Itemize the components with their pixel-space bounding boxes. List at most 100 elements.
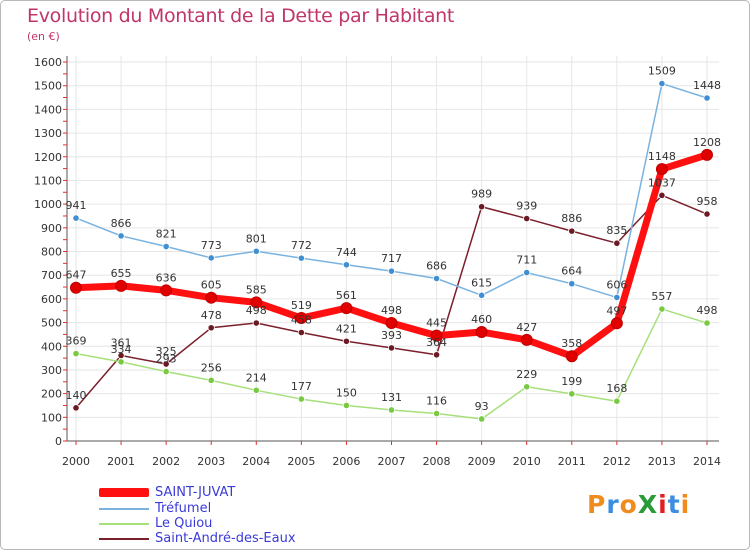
data-label: 214 [246,371,267,384]
data-point [523,383,531,391]
legend-item-saint-andre-des-eaux[interactable]: Saint-André-des-Eaux [99,531,359,549]
data-label: 497 [606,304,627,317]
y-tick-label: 200 [41,388,62,401]
data-point [610,317,623,330]
data-point [430,329,443,342]
x-tick-label: 2013 [648,455,676,468]
data-point [703,319,711,327]
data-label: 835 [606,224,627,237]
data-label: 557 [651,290,672,303]
data-label: 605 [201,279,222,292]
data-point [658,305,666,313]
y-tick-label: 0 [55,435,62,448]
data-label: 647 [66,269,87,282]
x-tick-label: 2009 [468,455,496,468]
data-label: 140 [66,389,87,402]
data-label: 636 [156,271,177,284]
y-tick-label: 400 [41,340,62,353]
x-tick-label: 2000 [62,455,90,468]
y-tick-label: 800 [41,246,62,259]
data-label: 941 [66,199,87,212]
data-label: 772 [291,239,312,252]
logo-letter: i [680,490,691,519]
data-label: 116 [426,395,447,408]
data-point [297,254,305,262]
data-label: 256 [201,361,222,374]
legend-item-saint-juvat[interactable]: SAINT-JUVAT [99,485,359,503]
data-label: 989 [471,188,492,201]
data-point [72,349,80,358]
data-label: 773 [201,239,222,252]
data-label: 606 [606,278,627,291]
y-tick-label: 300 [41,364,62,377]
data-point [478,415,486,423]
logo-letter: t [667,490,681,519]
data-label: 150 [336,386,357,399]
data-label: 478 [201,309,222,322]
legend-item-le-quiou[interactable]: Le Quiou [99,516,359,534]
data-point [478,203,486,211]
data-label: 1037 [648,176,676,189]
x-tick-label: 2002 [152,455,180,468]
data-label: 177 [291,380,312,393]
legend-item-trefumel[interactable]: Tréfumel [99,501,359,519]
data-point [252,386,260,394]
logo-letter: P [587,490,607,519]
data-label: 93 [475,400,489,413]
data-label: 498 [697,304,718,317]
data-label: 393 [381,329,402,342]
data-point [162,242,170,251]
data-label: 445 [426,317,447,330]
data-label: 519 [291,299,312,312]
data-label: 325 [156,345,177,358]
data-point [613,397,621,405]
legend-swatch-le-quiou [99,523,149,525]
data-label: 427 [516,321,537,334]
legend-label-trefumel: Tréfumel [155,501,212,516]
data-point [252,319,260,327]
data-point [72,404,80,412]
y-tick-label: 1500 [34,80,62,93]
data-point [523,268,531,277]
data-point [658,191,666,199]
line-chart: 0 100 200 300 400 500 600 700 800 900 1000 1100 1200… [34,56,721,468]
chart-subtitle: (en €) [27,30,60,43]
y-tick-label: 1200 [34,151,62,164]
data-point [342,261,351,269]
data-label: 615 [471,276,492,289]
data-point [117,232,125,240]
data-label: 1509 [648,65,676,78]
data-point [703,210,711,218]
data-label: 458 [291,314,312,327]
legend-swatch-trefumel [99,508,149,510]
data-label: 801 [246,232,267,245]
data-label: 334 [111,343,132,356]
x-tick-label: 2007 [378,455,406,468]
data-point [613,293,621,302]
data-label: 744 [336,246,357,259]
data-label: 958 [697,195,718,208]
data-point [520,333,533,346]
data-point [387,406,396,414]
data-point [295,312,308,325]
data-label: 561 [336,289,357,302]
y-tick-label: 500 [41,317,62,330]
data-point [250,296,263,309]
logo-letter: o [619,490,638,519]
logo-letter: X [637,490,659,519]
data-point [207,254,215,262]
data-point [342,401,351,410]
data-point [655,163,668,176]
data-label: 655 [111,267,132,280]
data-point [207,376,215,384]
y-tick-label: 100 [41,411,62,424]
data-point [162,360,170,368]
chart-title: Evolution du Montant de la Dette par Hab… [27,5,455,27]
proxiti-logo: ProXiti [587,490,690,519]
legend-label-saint-andre-des-eaux: Saint-André-des-Eaux [155,531,296,546]
data-label: 498 [246,304,267,317]
data-point [162,367,170,376]
data-point [475,326,488,339]
x-tick-label: 2008 [423,455,451,468]
y-tick-label: 1400 [34,103,62,116]
